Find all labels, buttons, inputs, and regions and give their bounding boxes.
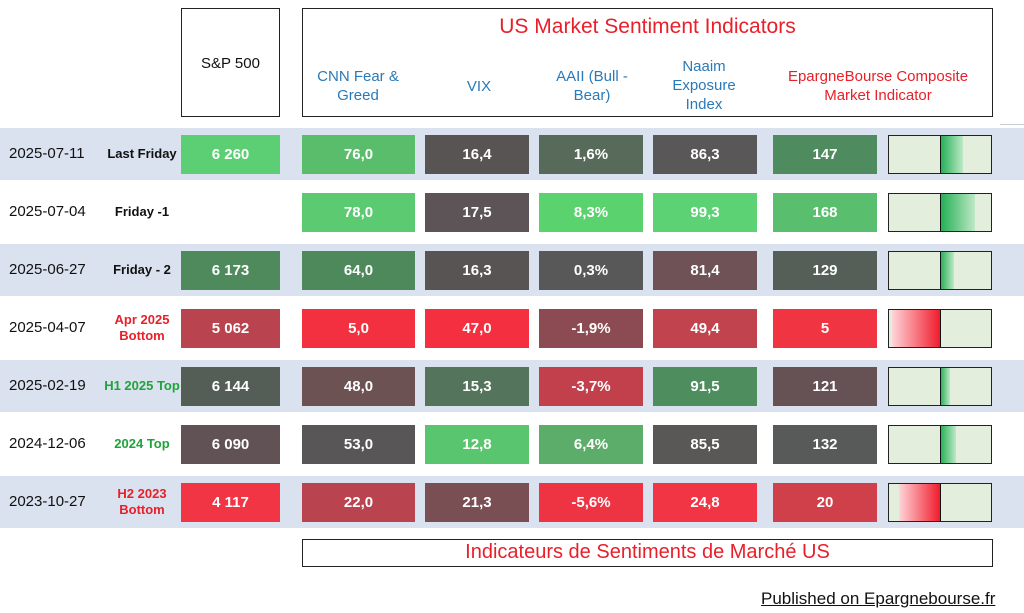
row-label: H2 2023 Bottom (117, 486, 167, 517)
table-row: 2025-02-19 H1 2025 Top 6 144 48,0 15,3 -3,7% 9… (0, 360, 1024, 412)
naaim-value-cell: 99,3 (653, 193, 757, 232)
vix-value-cell: 16,4 (425, 135, 529, 174)
vix-value-cell: 16,3 (425, 251, 529, 290)
row-date: 2023-10-27 (9, 493, 86, 510)
composite-value-cell: 129 (773, 251, 877, 290)
sp500-value-cell: 6 144 (181, 367, 280, 406)
sp500-header-label: S&P 500 (201, 55, 260, 72)
column-header-aaii: AAII (Bull - Bear) (556, 68, 628, 104)
aaii-value-cell: 1,6% (539, 135, 643, 174)
row-label: Friday - 2 (113, 262, 171, 277)
cnn-value-cell: 76,0 (302, 135, 415, 174)
aaii-value-cell: 0,3% (539, 251, 643, 290)
table-row: 2025-04-07 Apr 2025 Bottom 5 062 5,0 47,0 -1,… (0, 302, 1024, 354)
gauge-fill (940, 426, 956, 463)
naaim-value-cell: 86,3 (653, 135, 757, 174)
aaii-value-cell: 6,4% (539, 425, 643, 464)
gauge-midline (940, 136, 941, 173)
column-header-naaim: Naaim Exposure Index (672, 58, 736, 113)
table-row: 2023-10-27 H2 2023 Bottom 4 117 22,0 21,3 -5,… (0, 476, 1024, 528)
column-header-cnn: CNN Fear & Greed (317, 68, 399, 104)
aaii-value-cell: -3,7% (539, 367, 643, 406)
vix-value-cell: 21,3 (425, 483, 529, 522)
composite-value-cell: 5 (773, 309, 877, 348)
table-row: 2025-07-11 Last Friday 6 260 76,0 16,4 1,6% 86… (0, 128, 1024, 180)
sp500-value-cell: 6 090 (181, 425, 280, 464)
aaii-value-cell: -1,9% (539, 309, 643, 348)
composite-gauge (888, 367, 992, 406)
naaim-value-cell: 91,5 (653, 367, 757, 406)
gauge-midline (940, 252, 941, 289)
cnn-value-cell: 48,0 (302, 367, 415, 406)
naaim-value-cell: 85,5 (653, 425, 757, 464)
row-label: H1 2025 Top (104, 378, 180, 393)
vix-value-cell: 15,3 (425, 367, 529, 406)
column-header-composite: EpargneBourse Composite Market Indicator (787, 68, 969, 104)
naaim-value-cell: 81,4 (653, 251, 757, 290)
gauge-fill (892, 310, 940, 347)
row-date: 2024-12-06 (9, 435, 86, 452)
gauge-fill (940, 368, 950, 405)
row-date: 2025-04-07 (9, 319, 86, 336)
composite-gauge (888, 309, 992, 348)
sp500-value-cell: 6 260 (181, 135, 280, 174)
gauge-midline (940, 368, 941, 405)
row-label: Apr 2025 Bottom (114, 312, 170, 343)
composite-value-cell: 20 (773, 483, 877, 522)
cnn-value-cell: 22,0 (302, 483, 415, 522)
aaii-value-cell: -5,6% (539, 483, 643, 522)
row-date: 2025-07-11 (9, 145, 85, 162)
published-link[interactable]: Published on Epargnebourse.fr (761, 589, 996, 608)
table-row: 2024-12-06 2024 Top 6 090 53,0 12,8 6,4% 85,5 1… (0, 418, 1024, 470)
page-title: US Market Sentiment Indicators (499, 15, 796, 38)
gauge-fill (899, 484, 940, 521)
table-row: 2025-06-27 Friday - 2 6 173 64,0 16,3 0,3% 81,… (0, 244, 1024, 296)
row-label: Last Friday (107, 146, 177, 161)
gauge-midline (940, 194, 941, 231)
indicators-header: US Market Sentiment Indicators CNN Fear … (302, 8, 993, 117)
footer-title-box: Indicateurs de Sentiments de Marché US (302, 539, 993, 567)
naaim-value-cell: 24,8 (653, 483, 757, 522)
gauge-fill (940, 252, 954, 289)
sp500-value-cell: 4 117 (181, 483, 280, 522)
composite-gauge (888, 193, 992, 232)
table-row: 2025-07-04 Friday -1 78,0 17,5 8,3% 99,3 168 (0, 186, 1024, 238)
cnn-value-cell: 64,0 (302, 251, 415, 290)
gauge-midline (940, 426, 941, 463)
aaii-value-cell: 8,3% (539, 193, 643, 232)
row-label: Friday -1 (114, 204, 170, 219)
composite-gauge (888, 135, 992, 174)
vix-value-cell: 17,5 (425, 193, 529, 232)
composite-gauge (888, 251, 992, 290)
composite-value-cell: 168 (773, 193, 877, 232)
sp500-value-cell: 5 062 (181, 309, 280, 348)
cnn-value-cell: 5,0 (302, 309, 415, 348)
column-header-vix: VIX (466, 78, 492, 95)
row-date: 2025-06-27 (9, 261, 86, 278)
gauge-midline (940, 310, 941, 347)
composite-gauge (888, 483, 992, 522)
sp500-value-cell: 6 173 (181, 251, 280, 290)
cnn-value-cell: 53,0 (302, 425, 415, 464)
gauge-fill (940, 194, 975, 231)
divider (1000, 124, 1024, 125)
sp500-header: S&P 500 (181, 8, 280, 117)
composite-value-cell: 121 (773, 367, 877, 406)
row-date: 2025-02-19 (9, 377, 86, 394)
gauge-fill (940, 136, 963, 173)
vix-value-cell: 47,0 (425, 309, 529, 348)
composite-value-cell: 147 (773, 135, 877, 174)
row-label: 2024 Top (114, 436, 170, 451)
gauge-midline (940, 484, 941, 521)
naaim-value-cell: 49,4 (653, 309, 757, 348)
row-date: 2025-07-04 (9, 203, 86, 220)
footer-title: Indicateurs de Sentiments de Marché US (465, 541, 830, 563)
cnn-value-cell: 78,0 (302, 193, 415, 232)
composite-gauge (888, 425, 992, 464)
vix-value-cell: 12,8 (425, 425, 529, 464)
composite-value-cell: 132 (773, 425, 877, 464)
